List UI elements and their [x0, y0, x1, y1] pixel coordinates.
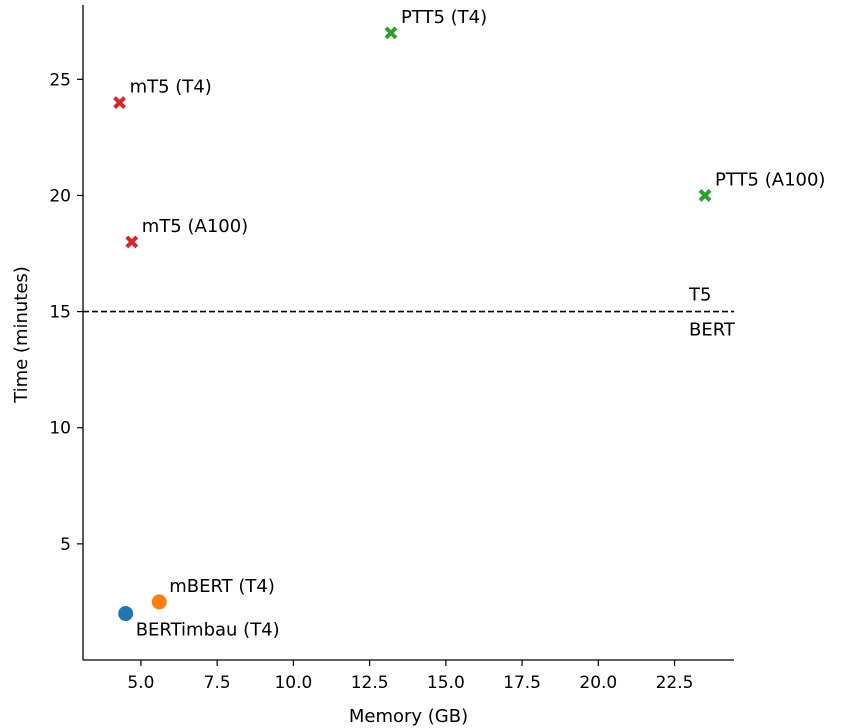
x-tick-label: 17.5: [503, 673, 541, 693]
x-tick-label: 12.5: [351, 673, 389, 693]
y-tick-label: 10: [49, 419, 71, 439]
x-marker-stroke: [125, 235, 139, 249]
x-tick-label: 15.0: [427, 673, 465, 693]
reference-label-below: BERT: [689, 320, 736, 341]
x-marker-stroke: [698, 189, 712, 202]
point-label: mBERT (T4): [169, 576, 275, 597]
scatter-point-x: [384, 26, 398, 40]
point-label: PTT5 (A100): [715, 169, 825, 190]
scatter-point-x: [125, 235, 139, 249]
reference-label-above: T5: [688, 285, 711, 306]
x-marker-stroke: [384, 26, 398, 40]
x-marker-stroke: [113, 96, 127, 109]
point-label: BERTimbau (T4): [136, 620, 280, 641]
axis-labels: Memory (GB) Time (minutes): [11, 266, 468, 727]
x-tick-label: 10.0: [274, 673, 312, 693]
x-tick-label: 5.0: [127, 673, 154, 693]
y-axis-label: Time (minutes): [11, 266, 32, 404]
point-label: mT5 (T4): [130, 77, 212, 98]
y-tick-label: 25: [49, 70, 71, 90]
y-tick-label: 15: [49, 303, 71, 323]
scatter-point-x: [698, 189, 712, 202]
y-tick-label: 20: [49, 186, 71, 206]
scatter-point: [118, 606, 134, 622]
point-label: mT5 (A100): [142, 216, 248, 237]
axes: 5.0 7.5 10.0 12.5 15.0 17.5 20.0 22.5 5 10 15 20 25: [49, 5, 734, 693]
y-tick-label: 5: [60, 535, 71, 555]
x-tick-label: 22.5: [656, 673, 694, 693]
x-axis-label: Memory (GB): [349, 706, 468, 727]
scatter-point: [151, 594, 167, 610]
scatter-point-x: [113, 96, 127, 109]
plot-area: T5 BERT BERTimbau (T4) mBERT (T4) mT5 (T4) mT…: [83, 7, 825, 641]
point-label: PTT5 (T4): [401, 7, 487, 28]
x-tick-label: 20.0: [579, 673, 617, 693]
x-tick-label: 7.5: [204, 673, 231, 693]
